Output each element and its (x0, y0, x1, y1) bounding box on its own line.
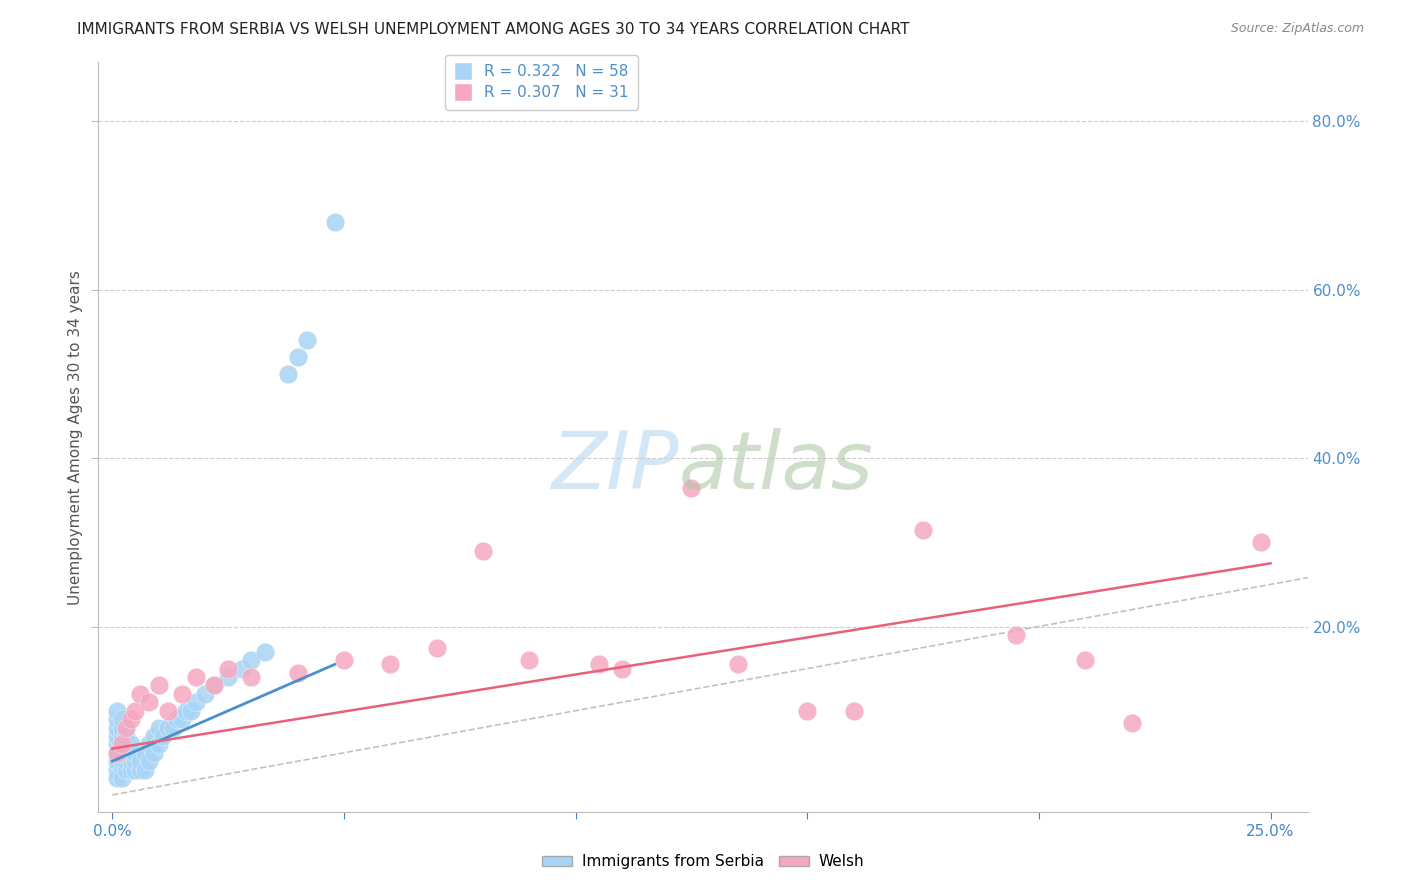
Point (166, 712, 188, 726)
Point (115, 754, 138, 768)
Text: IMMIGRANTS FROM SERBIA VS WELSH UNEMPLOYMENT AMONG AGES 30 TO 34 YEARS CORRELATI: IMMIGRANTS FROM SERBIA VS WELSH UNEMPLOY… (77, 22, 910, 37)
Point (148, 678, 170, 692)
Point (323, 215, 346, 229)
Point (240, 653, 263, 667)
Point (610, 662, 633, 676)
Point (110, 712, 132, 726)
Point (143, 746, 166, 760)
Point (110, 746, 132, 760)
Point (1121, 716, 1143, 731)
Point (184, 695, 207, 709)
Point (110, 771, 132, 785)
Text: ZIP: ZIP (551, 428, 679, 506)
Point (517, 653, 540, 667)
Point (295, 333, 318, 347)
Point (842, 704, 865, 718)
Point (727, 657, 749, 672)
Point (254, 645, 277, 659)
Point (120, 746, 142, 760)
Point (156, 721, 179, 735)
Point (138, 737, 160, 751)
Point (217, 670, 239, 684)
Point (148, 737, 170, 751)
Point (796, 704, 818, 718)
Point (471, 543, 494, 558)
Point (115, 729, 138, 743)
Point (124, 754, 146, 768)
Point (110, 721, 132, 735)
Point (105, 771, 128, 785)
Point (287, 665, 309, 680)
Point (240, 670, 263, 684)
Point (105, 737, 128, 751)
Point (105, 763, 128, 777)
Point (287, 350, 309, 364)
Point (120, 763, 142, 777)
Point (162, 721, 184, 735)
Point (105, 712, 128, 726)
Point (681, 481, 703, 495)
Point (120, 712, 142, 726)
Point (277, 367, 299, 381)
Point (105, 746, 128, 760)
Point (1250, 535, 1272, 549)
Point (426, 640, 449, 655)
Point (110, 754, 132, 768)
Point (380, 657, 402, 672)
Point (110, 729, 132, 743)
Text: Source: ZipAtlas.com: Source: ZipAtlas.com (1230, 22, 1364, 36)
Point (105, 704, 128, 718)
Point (129, 754, 152, 768)
Point (1074, 653, 1097, 667)
Point (231, 662, 253, 676)
Point (105, 721, 128, 735)
Point (124, 704, 146, 718)
Point (124, 763, 146, 777)
Point (120, 737, 142, 751)
Point (194, 687, 217, 701)
Point (148, 721, 170, 735)
Point (1004, 628, 1026, 642)
Point (170, 712, 193, 726)
Point (129, 687, 152, 701)
Point (124, 746, 146, 760)
Point (202, 678, 225, 692)
Point (115, 746, 138, 760)
Point (156, 704, 179, 718)
Point (912, 523, 935, 537)
Point (105, 746, 128, 760)
Point (184, 670, 207, 684)
Point (588, 657, 610, 672)
Text: atlas: atlas (679, 428, 873, 506)
Point (138, 695, 160, 709)
Point (152, 729, 174, 743)
Point (134, 746, 156, 760)
Point (110, 737, 132, 751)
Point (115, 763, 138, 777)
Point (134, 763, 156, 777)
Point (120, 754, 142, 768)
Point (115, 721, 138, 735)
Y-axis label: Unemployment Among Ages 30 to 34 years: Unemployment Among Ages 30 to 34 years (67, 269, 83, 605)
Point (176, 704, 198, 718)
Legend: Immigrants from Serbia, Welsh: Immigrants from Serbia, Welsh (536, 848, 870, 875)
Point (170, 687, 193, 701)
Point (217, 662, 239, 676)
Point (110, 763, 132, 777)
Point (110, 737, 132, 751)
Point (143, 729, 166, 743)
Point (115, 737, 138, 751)
Point (138, 754, 160, 768)
Point (180, 704, 202, 718)
Point (202, 678, 225, 692)
Point (105, 729, 128, 743)
Point (333, 653, 356, 667)
Point (105, 754, 128, 768)
Point (129, 763, 152, 777)
Point (115, 721, 138, 735)
Legend: R = 0.322   N = 58, R = 0.307   N = 31: R = 0.322 N = 58, R = 0.307 N = 31 (444, 55, 638, 110)
